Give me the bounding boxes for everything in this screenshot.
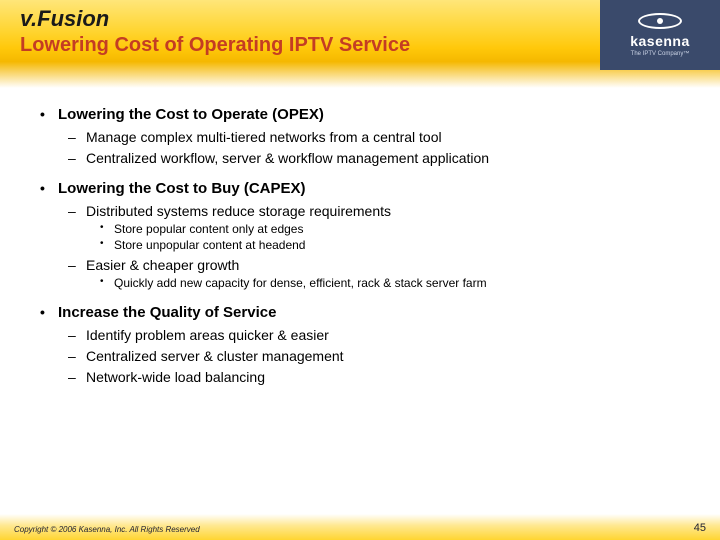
slide-title-2: Lowering Cost of Operating IPTV Service: [20, 34, 720, 57]
bullet-text: Quickly add new capacity for dense, effi…: [114, 276, 487, 290]
slide-title-1: v.Fusion: [20, 6, 720, 32]
slide-footer: Copyright © 2006 Kasenna, Inc. All Right…: [0, 514, 720, 540]
bullet-lvl1: Increase the Quality of Service Identify…: [36, 304, 690, 385]
bullet-text: Lowering the Cost to Operate (OPEX): [58, 106, 324, 123]
bullet-lvl2: Identify problem areas quicker & easier: [58, 327, 690, 343]
copyright-text: Copyright © 2006 Kasenna, Inc. All Right…: [14, 525, 200, 534]
bullet-lvl1: Lowering the Cost to Operate (OPEX) Mana…: [36, 106, 690, 166]
bullet-lvl2: Distributed systems reduce storage requi…: [58, 203, 690, 252]
bullet-lvl2: Network-wide load balancing: [58, 369, 690, 385]
bullet-lvl2: Centralized server & cluster management: [58, 348, 690, 364]
bullet-text: Lowering the Cost to Buy (CAPEX): [58, 180, 306, 197]
bullet-lvl3: Quickly add new capacity for dense, effi…: [86, 276, 690, 290]
bullet-text: Manage complex multi-tiered networks fro…: [86, 129, 442, 145]
bullet-lvl2: Easier & cheaper growth Quickly add new …: [58, 257, 690, 290]
slide-header: kasenna The IPTV Company™ v.Fusion Lower…: [0, 0, 720, 88]
bullet-text: Easier & cheaper growth: [86, 257, 239, 273]
bullet-lvl2: Manage complex multi-tiered networks fro…: [58, 129, 690, 145]
bullet-list: Lowering the Cost to Operate (OPEX) Mana…: [36, 106, 690, 385]
bullet-lvl3: Store popular content only at edges: [86, 222, 690, 236]
bullet-text: Increase the Quality of Service: [58, 304, 276, 321]
bullet-text: Distributed systems reduce storage requi…: [86, 203, 391, 219]
bullet-text: Store unpopular content at headend: [114, 238, 305, 252]
bullet-text: Identify problem areas quicker & easier: [86, 327, 329, 343]
bullet-text: Network-wide load balancing: [86, 369, 265, 385]
bullet-lvl3: Store unpopular content at headend: [86, 238, 690, 252]
bullet-text: Centralized server & cluster management: [86, 348, 344, 364]
page-number: 45: [694, 522, 706, 534]
bullet-lvl2: Centralized workflow, server & workflow …: [58, 150, 690, 166]
bullet-text: Store popular content only at edges: [114, 222, 303, 236]
slide-body: Lowering the Cost to Operate (OPEX) Mana…: [0, 88, 720, 385]
bullet-text: Centralized workflow, server & workflow …: [86, 150, 489, 166]
bullet-lvl1: Lowering the Cost to Buy (CAPEX) Distrib…: [36, 180, 690, 290]
title-block: v.Fusion Lowering Cost of Operating IPTV…: [0, 0, 720, 57]
